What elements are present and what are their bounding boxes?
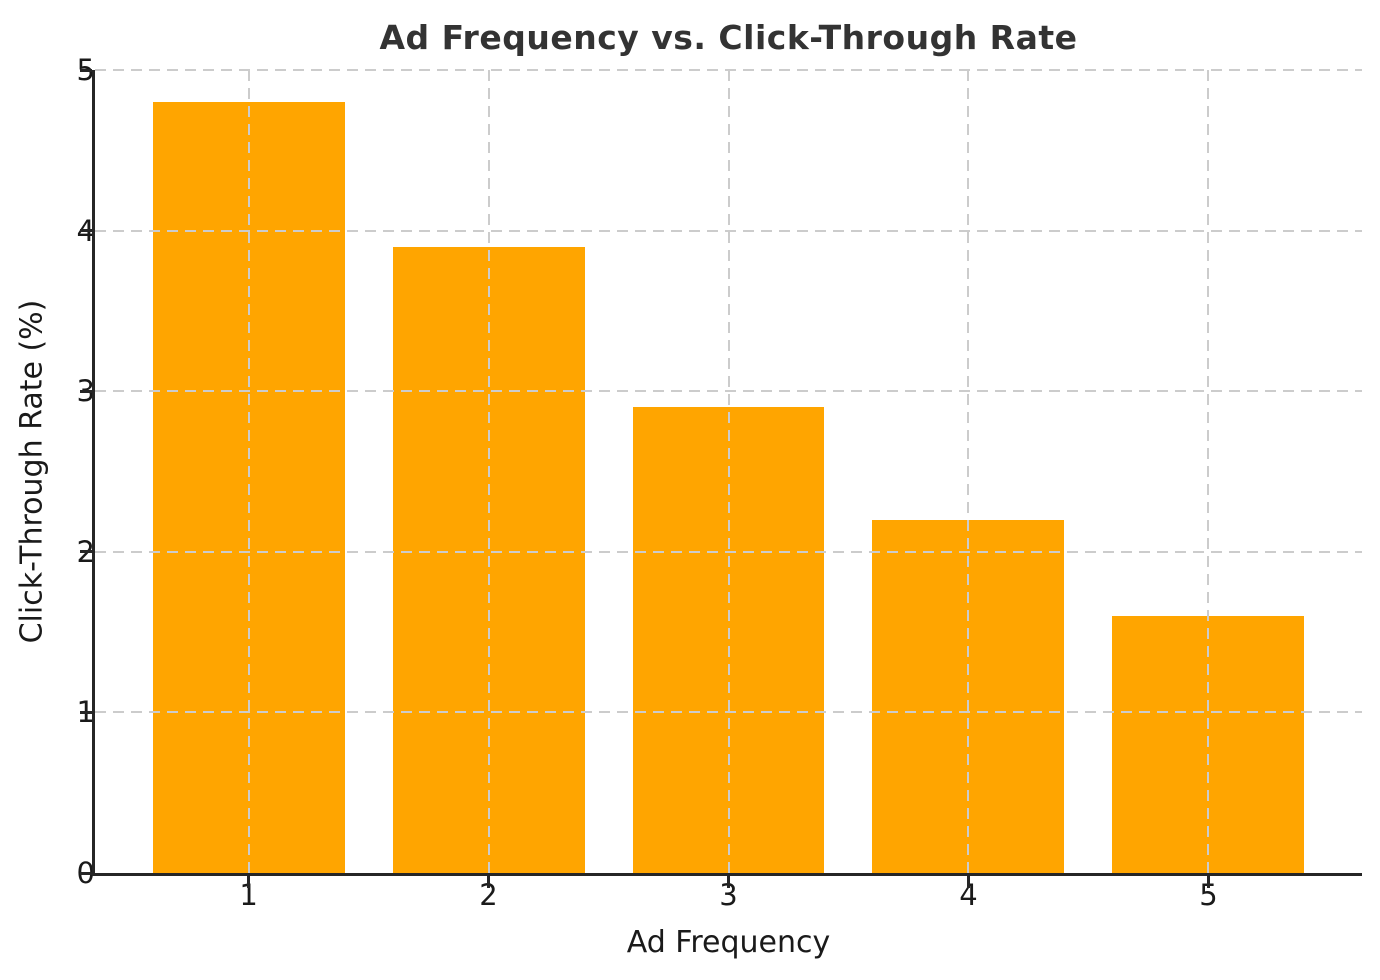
x-tick-label-3: 3 [719,878,738,912]
gridline-x-4 [967,70,970,873]
x-tick-label-5: 5 [1199,878,1218,912]
x-tick-mark-5 [1206,876,1210,888]
x-axis-spine [92,873,1362,876]
y-tick-mark-1 [80,710,92,714]
y-tick-mark-0 [80,871,92,875]
x-tick-label-4: 4 [959,878,978,912]
gridline-x-2 [487,70,490,873]
y-tick-mark-4 [80,229,92,233]
gridline-x-3 [727,70,730,873]
gridline-x-5 [1207,70,1210,873]
chart-title: Ad Frequency vs. Click-Through Rate [379,18,1078,57]
gridline-x-1 [247,70,250,873]
plot-area [80,68,1362,888]
y-axis-label-wrap: Click-Through Rate (%) [0,0,64,943]
x-axis-label: Ad Frequency [626,925,831,960]
x-tick-mark-2 [487,876,491,888]
y-tick-mark-2 [80,550,92,554]
x-tick-label-2: 2 [479,878,498,912]
y-tick-mark-3 [80,389,92,393]
x-tick-mark-1 [247,876,251,888]
x-tick-mark-3 [727,876,730,888]
y-axis-label: Click-Through Rate (%) [14,299,50,644]
y-tick-mark-5 [80,68,92,72]
x-tick-mark-4 [966,876,970,888]
y-axis-spine [92,70,95,876]
x-tick-label-1: 1 [239,878,258,912]
